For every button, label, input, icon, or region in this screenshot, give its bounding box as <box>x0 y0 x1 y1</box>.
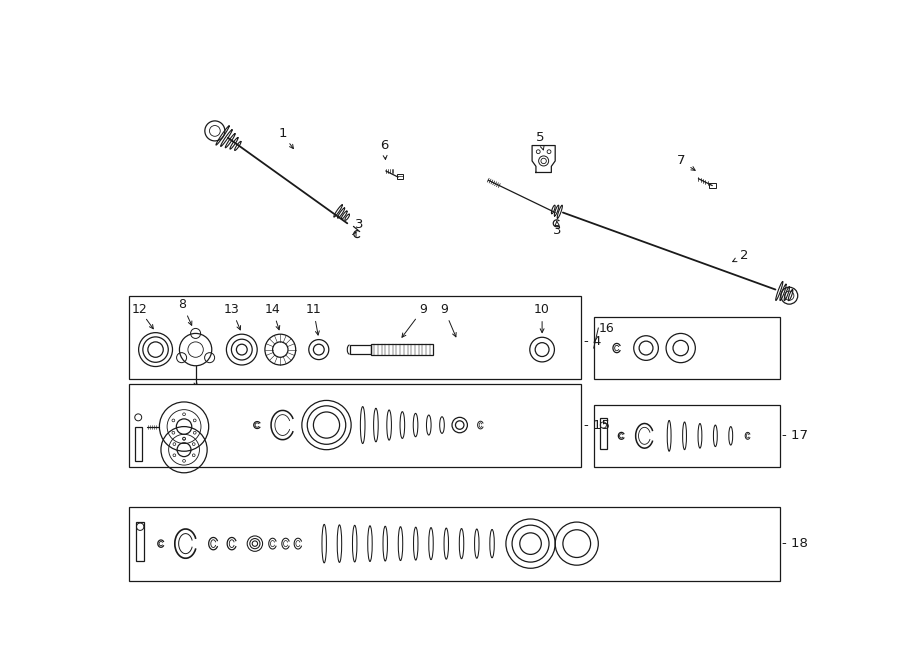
Text: 10: 10 <box>535 303 550 316</box>
Bar <box>136 522 144 561</box>
Bar <box>349 345 371 354</box>
Text: - 4: - 4 <box>584 335 602 348</box>
Text: - 17: - 17 <box>781 430 807 442</box>
Bar <box>129 295 581 379</box>
Bar <box>709 183 716 188</box>
Text: 9: 9 <box>418 303 427 316</box>
Bar <box>371 344 433 356</box>
Bar <box>135 426 141 461</box>
Text: 3: 3 <box>554 223 562 237</box>
Text: 2: 2 <box>741 249 749 262</box>
Text: 8: 8 <box>178 298 186 311</box>
Text: 9: 9 <box>440 303 448 316</box>
Text: 6: 6 <box>380 139 389 152</box>
Bar <box>129 507 780 580</box>
Bar <box>594 317 780 379</box>
Bar <box>594 405 780 467</box>
Text: 14: 14 <box>265 303 281 316</box>
Text: 13: 13 <box>224 303 239 316</box>
Bar <box>129 384 581 467</box>
Text: - 18: - 18 <box>781 537 807 550</box>
Bar <box>397 174 402 178</box>
Text: 11: 11 <box>305 303 321 316</box>
Text: 1: 1 <box>278 128 287 141</box>
Text: 5: 5 <box>536 132 544 144</box>
Text: 7: 7 <box>677 155 685 167</box>
Text: - 15: - 15 <box>584 418 610 432</box>
Text: 3: 3 <box>356 218 364 231</box>
Text: 16: 16 <box>598 321 614 334</box>
Bar <box>599 418 607 449</box>
Text: 12: 12 <box>131 303 148 316</box>
